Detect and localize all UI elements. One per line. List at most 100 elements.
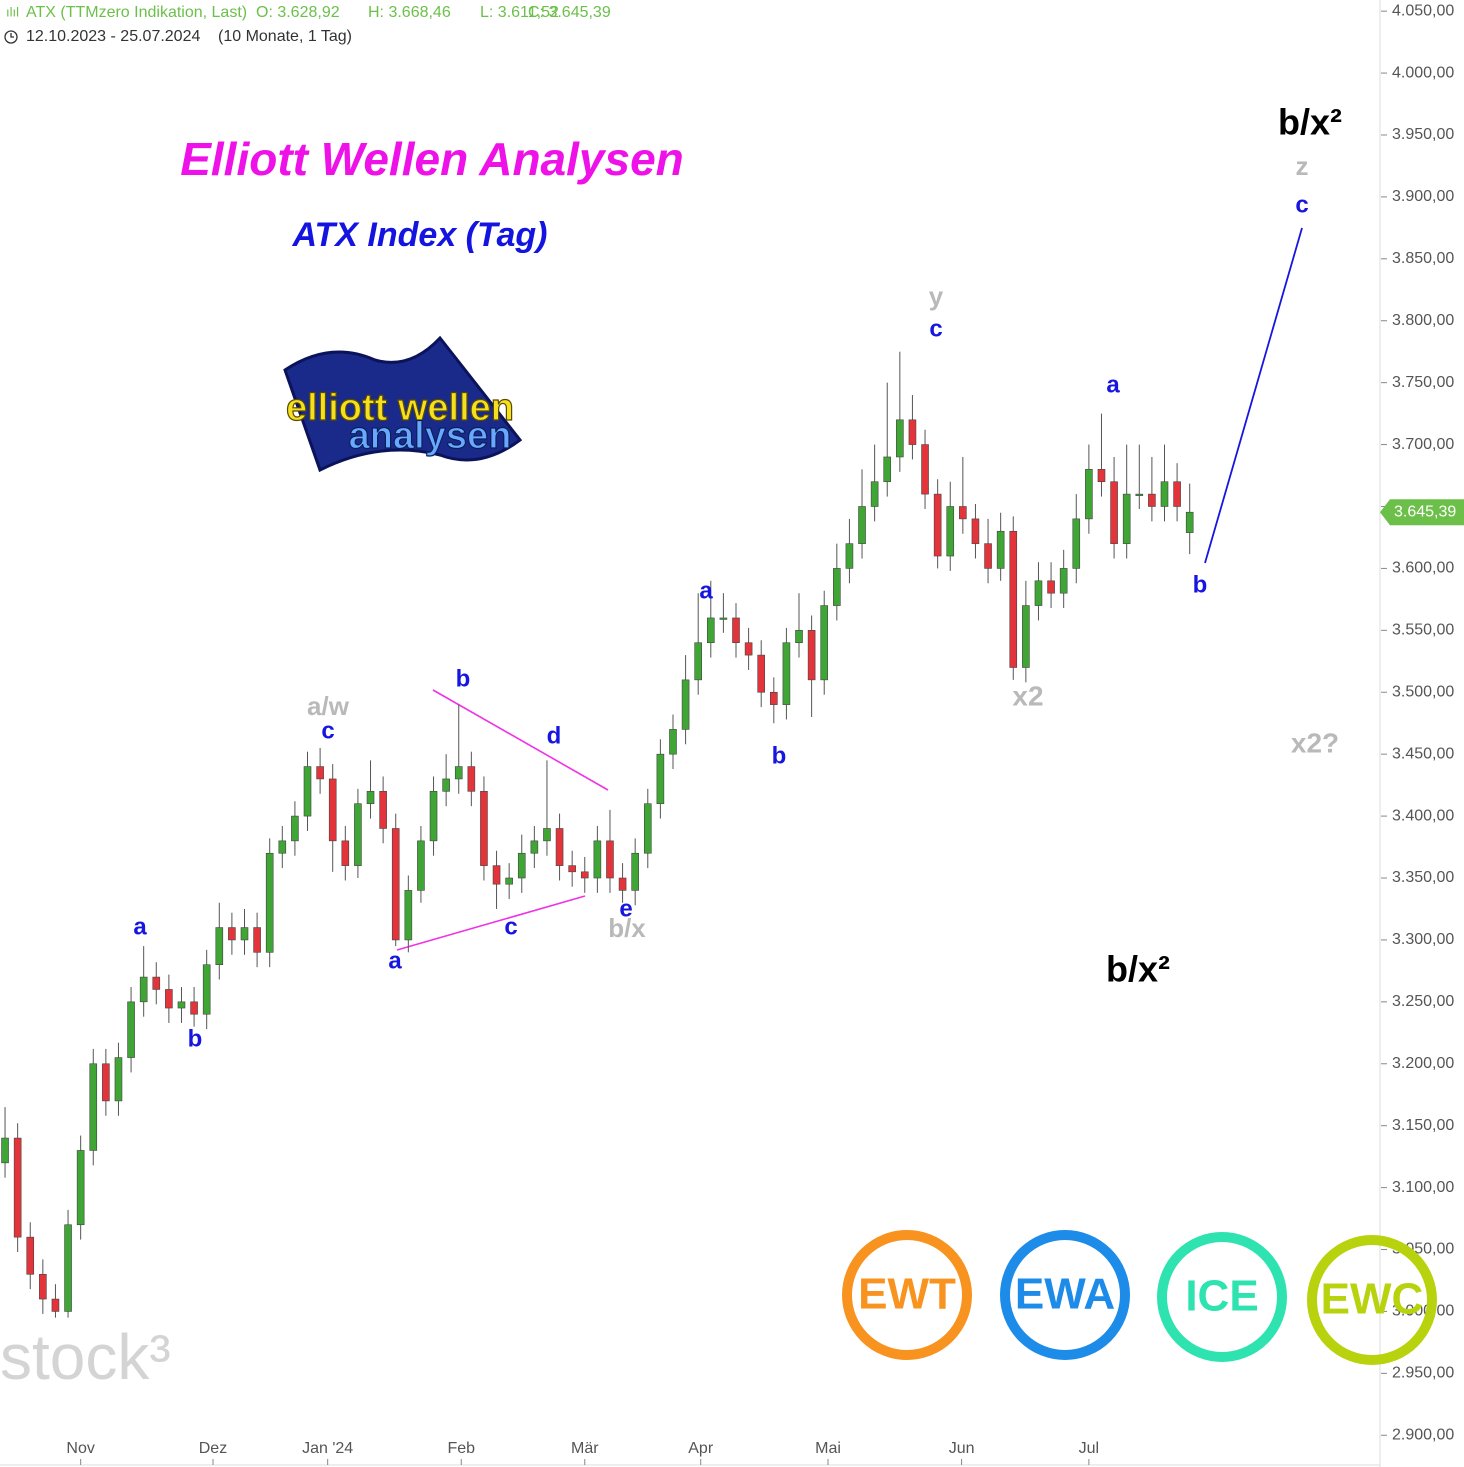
y-tick-label: 2.900,00 [1392,1426,1454,1443]
wave-label: z [1296,151,1309,181]
badge [1307,1235,1437,1365]
candle-body [190,1001,198,1015]
candle-body [202,964,211,1015]
candle-body [883,456,892,483]
candle-body [341,840,350,866]
clock-icon [10,33,14,38]
wave-label: b/x² [1278,102,1342,143]
candle-body [139,976,148,1003]
logo-text: analysen [349,415,512,457]
badge [1157,1232,1287,1362]
candle-body [354,803,362,866]
price-tag-label: 3.645,39 [1394,503,1456,520]
candle-body [480,791,488,866]
ohlc: C: 3.645,39 [528,4,611,21]
y-tick-label: 3.850,00 [1392,250,1454,267]
candle-body [606,840,614,879]
candle-body [732,617,740,644]
candle-body [719,617,728,620]
candle-body [328,778,337,842]
y-tick-label: 4.000,00 [1392,64,1454,81]
x-tick-label: Mai [815,1440,841,1457]
wave-label: b [772,742,787,769]
candle-body [127,1001,135,1058]
candle-body [240,927,249,941]
candle-body [1047,580,1055,594]
candle-body [89,1063,98,1151]
y-tick-label: 3.950,00 [1392,126,1454,143]
candle-body [971,518,980,544]
badge [1000,1230,1130,1360]
candle-body [51,1298,60,1312]
x-tick-label: Apr [688,1440,714,1457]
candle-body [845,543,854,569]
watermark: stock³ [0,1321,171,1393]
candle-body [316,766,324,780]
wave-label: c [504,913,517,940]
wave-label: a [699,577,713,604]
candle-body [152,976,161,990]
y-tick-label: 3.700,00 [1392,436,1454,453]
candle-body [215,927,224,965]
candle-body [1072,518,1081,569]
wave-label: y [929,281,944,311]
candle-body [13,1137,22,1238]
trend-line [396,895,586,951]
candle-body [26,1236,35,1275]
wave-label: a/w [307,691,350,721]
candle-body [492,865,501,885]
wave-label: c [1295,191,1308,218]
candle-body [417,840,425,891]
chart-title: Elliott Wellen Analysen [180,133,684,185]
ohlc: H: 3.668,46 [368,4,451,21]
wave-label: b [1193,571,1208,598]
candle-body [782,642,791,705]
badge-label: EWC [1321,1275,1424,1324]
candle-body [278,840,287,854]
candle-body [807,630,816,681]
candle-body [1185,511,1194,533]
candle-body [530,840,539,854]
candle-body [39,1273,47,1300]
candle-body [795,630,803,644]
candle-body [76,1150,85,1226]
y-tick-label: 4.050,00 [1392,2,1454,19]
badge-label: EWA [1015,1270,1115,1319]
candle-body [442,778,450,792]
candle-body [1,1137,9,1164]
candle-body [505,877,513,885]
trend-line [432,689,609,791]
candle-body [593,840,602,879]
wave-label: a [1106,371,1120,398]
candle-body [1122,493,1131,544]
date-range: 12.10.2023 - 25.07.2024 [26,28,200,45]
candle-body [744,642,753,656]
candle-body [265,852,274,953]
projection-line [1204,227,1303,564]
wave-label: b [188,1025,203,1052]
candle-body [391,828,400,941]
header: ılıl ATX (TTMzero Indikation, Last) O: 3… [4,4,611,45]
y-tick-label: 3.350,00 [1392,869,1454,886]
candle-body [404,890,413,941]
wave-label: b/x [608,913,646,943]
y-tick-label: 3.400,00 [1392,807,1454,824]
badge-label: EWT [858,1270,956,1319]
symbol: ATX (TTMzero Indikation, Last) [26,4,247,21]
y-tick-label: 3.550,00 [1392,622,1454,639]
wave-label: a [133,913,147,940]
candle-body [177,1001,186,1009]
x-tick-label: Nov [66,1440,94,1457]
ohlc: O: 3.628,92 [256,4,340,21]
candle-body [1148,493,1156,507]
wave-label: c [929,315,942,342]
candle-body [996,530,1005,569]
candle-body [303,766,312,817]
y-tick-label: 3.800,00 [1392,312,1454,329]
candle-body [454,766,463,780]
candle-body [820,605,829,681]
candle-body [1110,481,1118,544]
candle-body [1034,580,1043,606]
